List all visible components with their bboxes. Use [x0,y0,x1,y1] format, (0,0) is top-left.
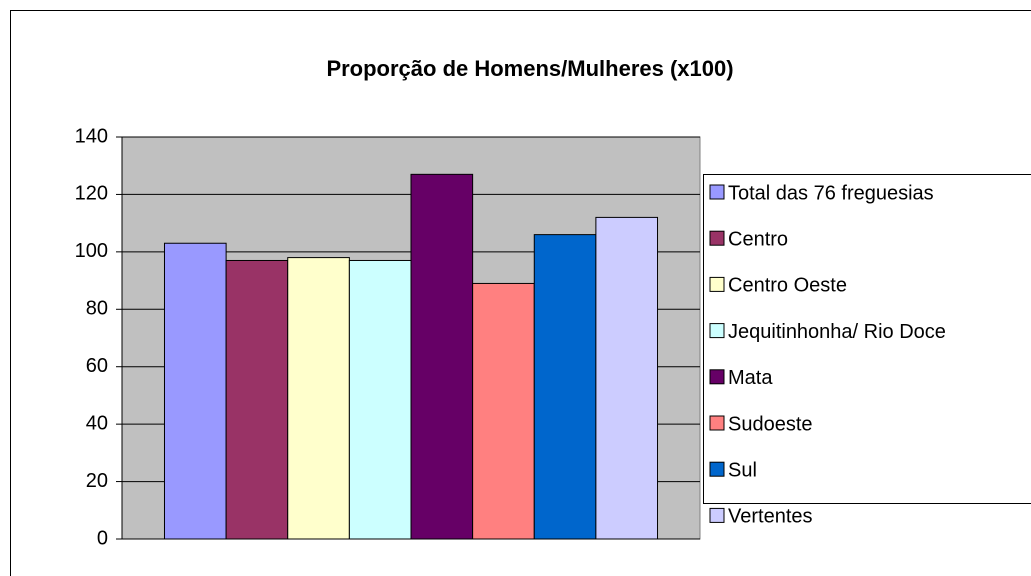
legend-swatch [709,507,725,523]
bar [287,257,350,540]
y-tick-label: 40 [86,412,108,434]
legend-swatch [709,230,725,246]
y-tick-label: 20 [86,470,108,492]
legend-label: Centro Oeste [728,275,847,297]
legend-label: Sudoeste [728,413,813,435]
bar [348,259,412,540]
legend-swatch [709,323,725,339]
bar [163,242,227,540]
legend-swatch [709,276,725,292]
y-tick-label: 0 [97,527,108,549]
legend-swatch [709,415,725,431]
y-tick-label: 80 [86,298,108,320]
y-tick-label: 140 [75,125,108,147]
y-tick-label: 60 [86,355,108,377]
bar [533,234,597,540]
legend-label: Vertentes [728,506,813,528]
bar [225,259,289,540]
bar [472,282,535,540]
legend-label: Centro [728,228,788,250]
chart-title: Proporção de Homens/Mulheres (x100) [326,56,733,81]
bar [595,216,659,540]
legend-label: Mata [728,367,773,389]
bar [410,173,474,540]
legend-swatch [709,461,725,477]
legend-label: Jequitinhonha/ Rio Doce [728,321,946,343]
y-tick-label: 120 [75,183,108,205]
legend-label: Sul [728,459,757,481]
legend-swatch [709,184,725,200]
y-tick-label: 100 [75,240,108,262]
legend-box [703,174,1031,504]
legend-swatch [709,369,725,385]
legend-label: Total das 76 freguesias [728,182,934,204]
